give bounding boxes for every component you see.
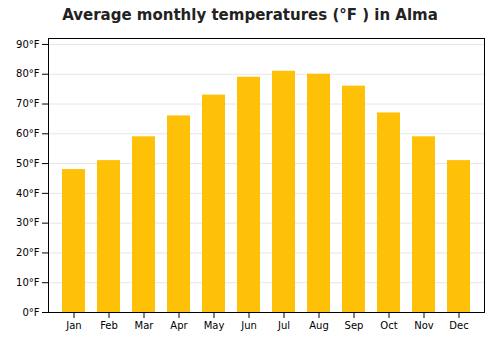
svg-text:Dec: Dec [449,320,468,331]
svg-text:10°F: 10°F [16,277,40,288]
svg-text:May: May [204,320,225,331]
svg-text:Jul: Jul [277,320,290,331]
svg-text:Jan: Jan [65,320,81,331]
svg-text:70°F: 70°F [16,98,40,109]
svg-text:80°F: 80°F [16,68,40,79]
svg-text:40°F: 40°F [16,188,40,199]
svg-text:Sep: Sep [345,320,364,331]
svg-text:50°F: 50°F [16,158,40,169]
svg-text:60°F: 60°F [16,128,40,139]
svg-text:Nov: Nov [414,320,434,331]
svg-text:Oct: Oct [380,320,397,331]
html-text:Average monthly temperatures (: Average monthly temperatures (°F ) in Al… [62,6,438,24]
svg-text:Aug: Aug [309,320,329,331]
svg-text:0°F: 0°F [22,307,39,318]
svg-text:Apr: Apr [170,320,188,331]
svg-text:20°F: 20°F [16,247,40,258]
svg-text:Jun: Jun [240,320,257,331]
svg-text:Mar: Mar [135,320,155,331]
svg-text:30°F: 30°F [16,217,40,228]
svg-text:Feb: Feb [100,320,118,331]
svg-text:90°F: 90°F [16,39,40,50]
